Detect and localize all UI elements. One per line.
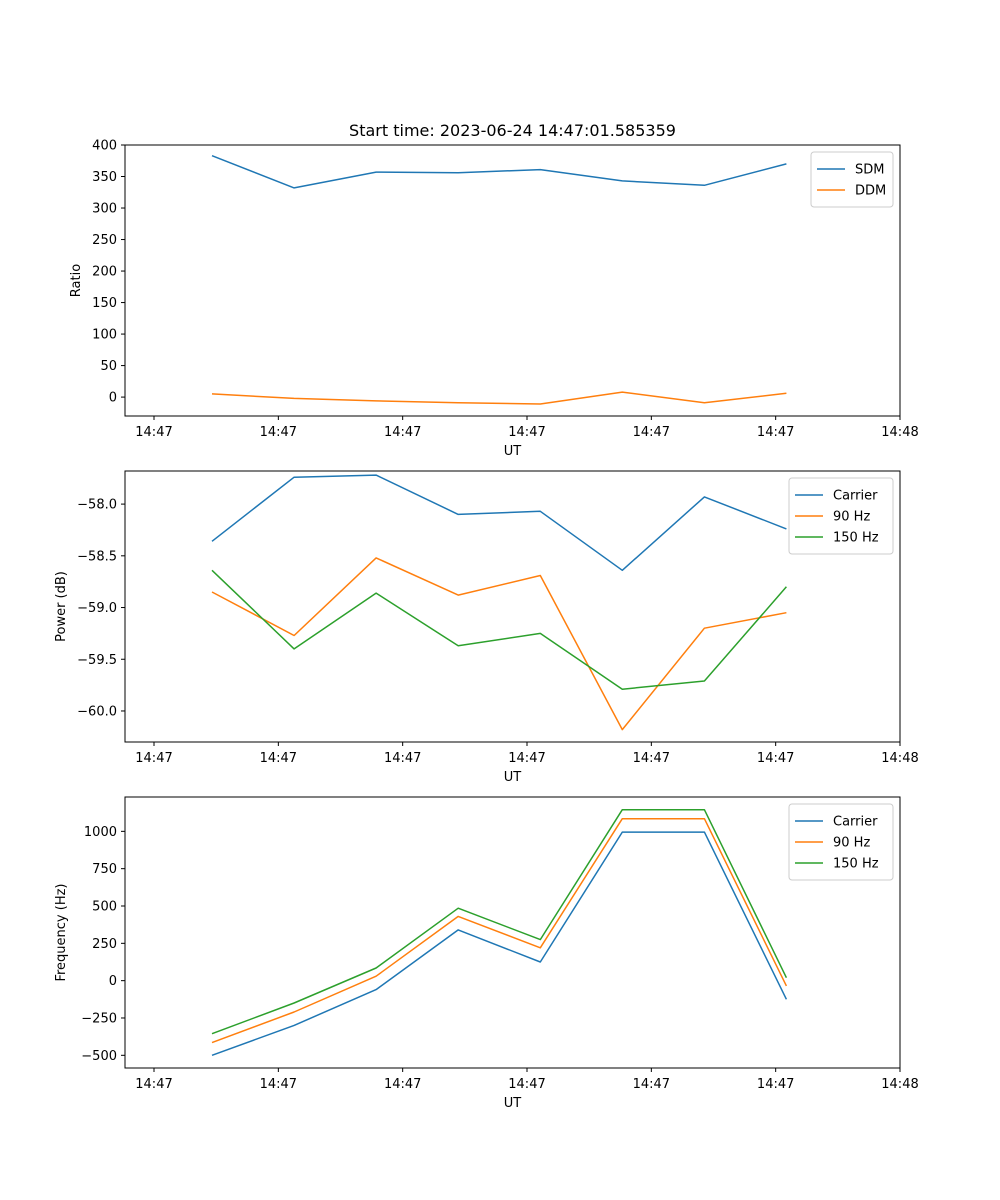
x-axis-label: UT [504,444,522,459]
x-tick-label: 14:47 [757,425,794,440]
y-tick-label: 50 [100,359,117,374]
x-tick-label: 14:47 [508,751,545,766]
x-axis-label: UT [504,770,522,785]
chart-title: Start time: 2023-06-24 14:47:01.585359 [349,121,676,140]
y-axis-label: Ratio [69,264,84,297]
x-tick-label: 14:47 [135,425,172,440]
x-tick-label: 14:47 [260,1077,297,1092]
y-tick-label: 100 [92,328,117,343]
chart-panel-2: 14:47 14:47 14:47 14:47 14:47 14:47 14:48 −60.0… [54,470,919,785]
legend-label: SDM [855,163,884,178]
series-line-150-hz [211,808,788,1035]
x-tick-label: 14:47 [633,751,670,766]
y-tick-label: 0 [109,974,117,989]
x-tick-label: 14:47 [384,1077,421,1092]
y-tick-label: −58.0 [77,498,117,513]
legend-box [810,151,894,208]
y-tick-label: 250 [92,233,117,248]
legend-label: 150 Hz [833,857,879,872]
x-tick-label: 14:47 [508,425,545,440]
y-tick-label: 250 [92,937,117,952]
x-tick-label: 14:48 [881,425,918,440]
series-line-90-hz [211,817,788,1044]
x-tick-label: 14:47 [135,751,172,766]
chart-panel-3: 14:47 14:47 14:47 14:47 14:47 14:47 14:48 −500 −… [54,796,919,1111]
chart-panel-1: 14:47 14:47 14:47 14:47 14:47 14:47 14:48 0 50 10… [69,121,919,459]
plot-frame [124,796,901,1069]
x-tick-label: 14:47 [757,1077,794,1092]
legend-label: DDM [855,184,886,199]
legend-label: 90 Hz [833,510,870,525]
y-tick-label: −59.5 [77,653,117,668]
x-tick-label: 14:47 [757,751,794,766]
legend-box [788,803,894,881]
y-tick-label: −60.0 [77,704,117,719]
series-line-150-hz [211,569,787,690]
y-tick-label: −58.5 [77,549,117,564]
y-tick-label: 200 [92,265,117,280]
legend: Carrier 90 Hz 150 Hz [788,803,894,881]
x-tick-label: 14:47 [260,751,297,766]
series-line-ddm [211,391,787,405]
y-tick-label: 300 [92,202,117,217]
x-tick-label: 14:47 [384,751,421,766]
x-tick-label: 14:47 [384,425,421,440]
legend: SDM DDM [810,151,894,208]
legend-label: Carrier [833,815,878,830]
x-tick-label: 14:47 [633,1077,670,1092]
y-tick-label: −250 [81,1011,117,1026]
series-line-90-hz [211,557,787,731]
y-axis-label: Frequency (Hz) [54,883,69,981]
y-tick-label: 400 [92,139,117,154]
y-tick-label: −59.0 [77,601,117,616]
series-line-carrier [211,474,787,572]
x-tick-label: 14:48 [881,751,918,766]
series-line-sdm [211,155,787,189]
series-line-carrier [211,831,788,1057]
legend-label: Carrier [833,489,878,504]
y-tick-label: 500 [92,899,117,914]
y-tick-label: −500 [81,1049,117,1064]
x-tick-label: 14:47 [260,425,297,440]
x-tick-label: 14:47 [135,1077,172,1092]
plot-frame [124,470,901,743]
legend-label: 150 Hz [833,531,879,546]
y-tick-label: 350 [92,170,117,185]
legend-box [788,477,894,555]
legend: Carrier 90 Hz 150 Hz [788,477,894,555]
x-tick-label: 14:47 [633,425,670,440]
y-tick-label: 750 [92,862,117,877]
y-tick-label: 1000 [84,825,117,840]
legend-label: 90 Hz [833,836,870,851]
x-axis-label: UT [504,1096,522,1111]
plot-frame [124,144,901,417]
x-tick-label: 14:47 [508,1077,545,1092]
y-tick-label: 150 [92,296,117,311]
y-tick-label: 0 [109,391,117,406]
x-tick-label: 14:48 [881,1077,918,1092]
y-axis-label: Power (dB) [54,571,69,642]
